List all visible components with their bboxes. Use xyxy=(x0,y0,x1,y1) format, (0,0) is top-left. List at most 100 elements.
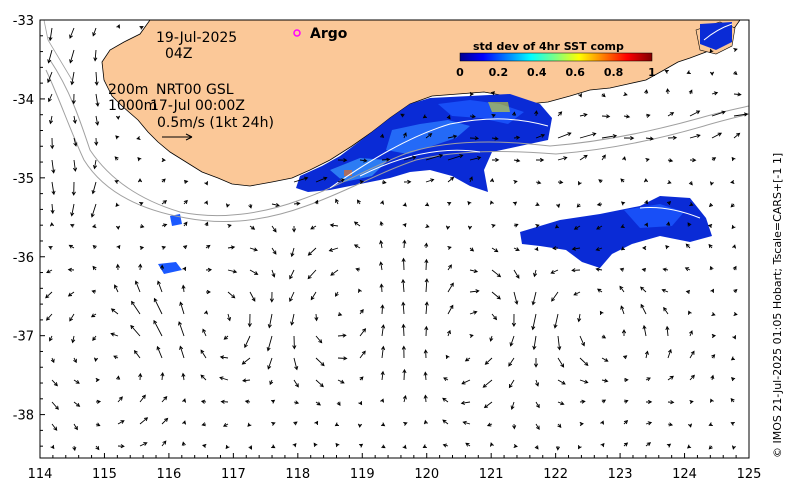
current-vector-arrow xyxy=(491,223,496,228)
current-vector-arrow xyxy=(92,265,97,271)
current-vector-arrow xyxy=(491,136,499,141)
current-vector-arrow xyxy=(711,157,717,162)
current-vector-arrow xyxy=(227,313,232,322)
current-vector-arrow xyxy=(71,335,76,344)
current-vector-arrow xyxy=(730,179,735,185)
current-vector-arrow xyxy=(491,313,498,321)
current-vector-arrow xyxy=(619,267,625,272)
current-vector-arrow xyxy=(442,419,449,425)
current-vector-arrow xyxy=(733,112,749,117)
current-vector-arrow xyxy=(379,239,384,249)
current-vector-arrow xyxy=(223,335,229,340)
current-vector-arrow xyxy=(423,349,428,359)
current-vector-arrow xyxy=(601,154,606,161)
current-vector-arrow xyxy=(731,224,736,230)
current-vector-arrow xyxy=(512,201,518,206)
current-vector-arrow xyxy=(203,310,209,315)
current-vector-arrow xyxy=(51,379,58,387)
current-vector-arrow xyxy=(310,291,317,301)
lon-tick-label: 122 xyxy=(543,467,568,482)
argo-label: Argo xyxy=(310,26,348,42)
current-vector-arrow xyxy=(645,113,651,118)
lat-tick-label: -37 xyxy=(13,330,34,345)
current-vector-arrow xyxy=(534,110,539,117)
current-vector-arrow xyxy=(242,378,251,383)
current-vector-arrow xyxy=(183,179,189,184)
current-vector-arrow xyxy=(664,70,669,74)
longitude-axis: 114 115 116 117 118 119 120 121 122 123 124 125 xyxy=(28,453,761,482)
current-vector-arrow xyxy=(483,401,493,409)
current-vector-arrow xyxy=(70,203,75,217)
current-vector-arrow xyxy=(337,178,345,183)
current-vector-arrow xyxy=(50,203,55,215)
current-vector-arrow xyxy=(201,443,207,448)
current-vector-arrow xyxy=(623,355,628,360)
current-vector-arrow xyxy=(469,247,475,252)
current-vector-arrow xyxy=(447,134,458,139)
current-vector-arrow xyxy=(139,245,145,250)
current-vector-arrow xyxy=(731,445,736,450)
current-vector-arrow xyxy=(686,70,691,74)
colorbar-tick-label: 0 xyxy=(456,66,464,79)
current-vector-arrow xyxy=(271,269,276,278)
current-vector-arrow xyxy=(579,154,588,161)
current-vector-arrow xyxy=(381,324,386,337)
current-vector-arrow xyxy=(484,357,493,365)
current-vector-arrow xyxy=(661,288,669,293)
current-vector-arrow xyxy=(402,222,407,228)
current-vector-arrow xyxy=(72,159,78,172)
current-vector-arrow xyxy=(337,356,348,361)
current-vector-arrow xyxy=(596,225,603,230)
current-vector-arrow xyxy=(424,325,429,337)
current-vector-arrow xyxy=(579,335,585,347)
current-vector-arrow xyxy=(447,154,464,161)
current-vector-arrow xyxy=(73,401,81,407)
current-vector-arrow xyxy=(443,377,449,382)
current-vector-arrow xyxy=(641,267,647,272)
current-vector-arrow xyxy=(732,335,736,340)
current-vector-arrow xyxy=(161,157,166,163)
current-vector-arrow xyxy=(45,313,53,321)
current-vector-arrow xyxy=(381,157,391,162)
current-vector-arrow xyxy=(48,27,53,42)
current-vector-arrow xyxy=(424,242,429,249)
current-vector-arrow xyxy=(512,111,517,117)
current-vector-arrow xyxy=(557,357,565,368)
colorbar xyxy=(459,52,653,62)
current-vector-arrow xyxy=(710,288,714,293)
lon-tick-label: 116 xyxy=(156,467,181,482)
current-vector-arrow xyxy=(469,310,478,315)
current-vector-arrow xyxy=(357,423,363,428)
current-vector-arrow xyxy=(666,221,671,227)
current-vector-arrow xyxy=(249,291,256,302)
current-vector-arrow xyxy=(271,247,277,255)
current-vector-arrow xyxy=(91,181,97,195)
current-vector-arrow xyxy=(181,372,186,381)
current-vector-arrow xyxy=(293,379,299,388)
current-vector-arrow xyxy=(244,335,251,349)
current-vector-arrow xyxy=(482,379,493,388)
current-vector-arrow xyxy=(469,289,480,294)
coastline-offshore xyxy=(43,20,73,81)
current-vector-arrow xyxy=(337,312,343,317)
current-vector-arrow xyxy=(94,137,99,146)
current-vector-arrow xyxy=(379,220,384,227)
current-vector-arrow xyxy=(90,203,97,218)
current-vector-arrow xyxy=(161,245,167,250)
current-vector-arrow xyxy=(551,291,559,302)
current-vector-arrow xyxy=(535,401,540,409)
current-vector-arrow xyxy=(95,399,102,404)
current-vector-arrow xyxy=(601,357,609,362)
current-vector-arrow xyxy=(315,335,323,344)
current-vector-arrow xyxy=(356,199,361,205)
current-vector-arrow xyxy=(227,291,236,299)
current-vector-arrow xyxy=(92,224,97,229)
current-vector-arrow xyxy=(69,49,75,64)
current-vector-arrow xyxy=(358,443,364,448)
current-vector-arrow xyxy=(73,137,78,147)
current-vector-arrow xyxy=(424,202,430,207)
current-vector-arrow xyxy=(535,223,540,228)
current-vector-arrow xyxy=(183,245,188,250)
current-vector-arrow xyxy=(557,401,565,406)
current-vector-arrow xyxy=(536,157,545,163)
